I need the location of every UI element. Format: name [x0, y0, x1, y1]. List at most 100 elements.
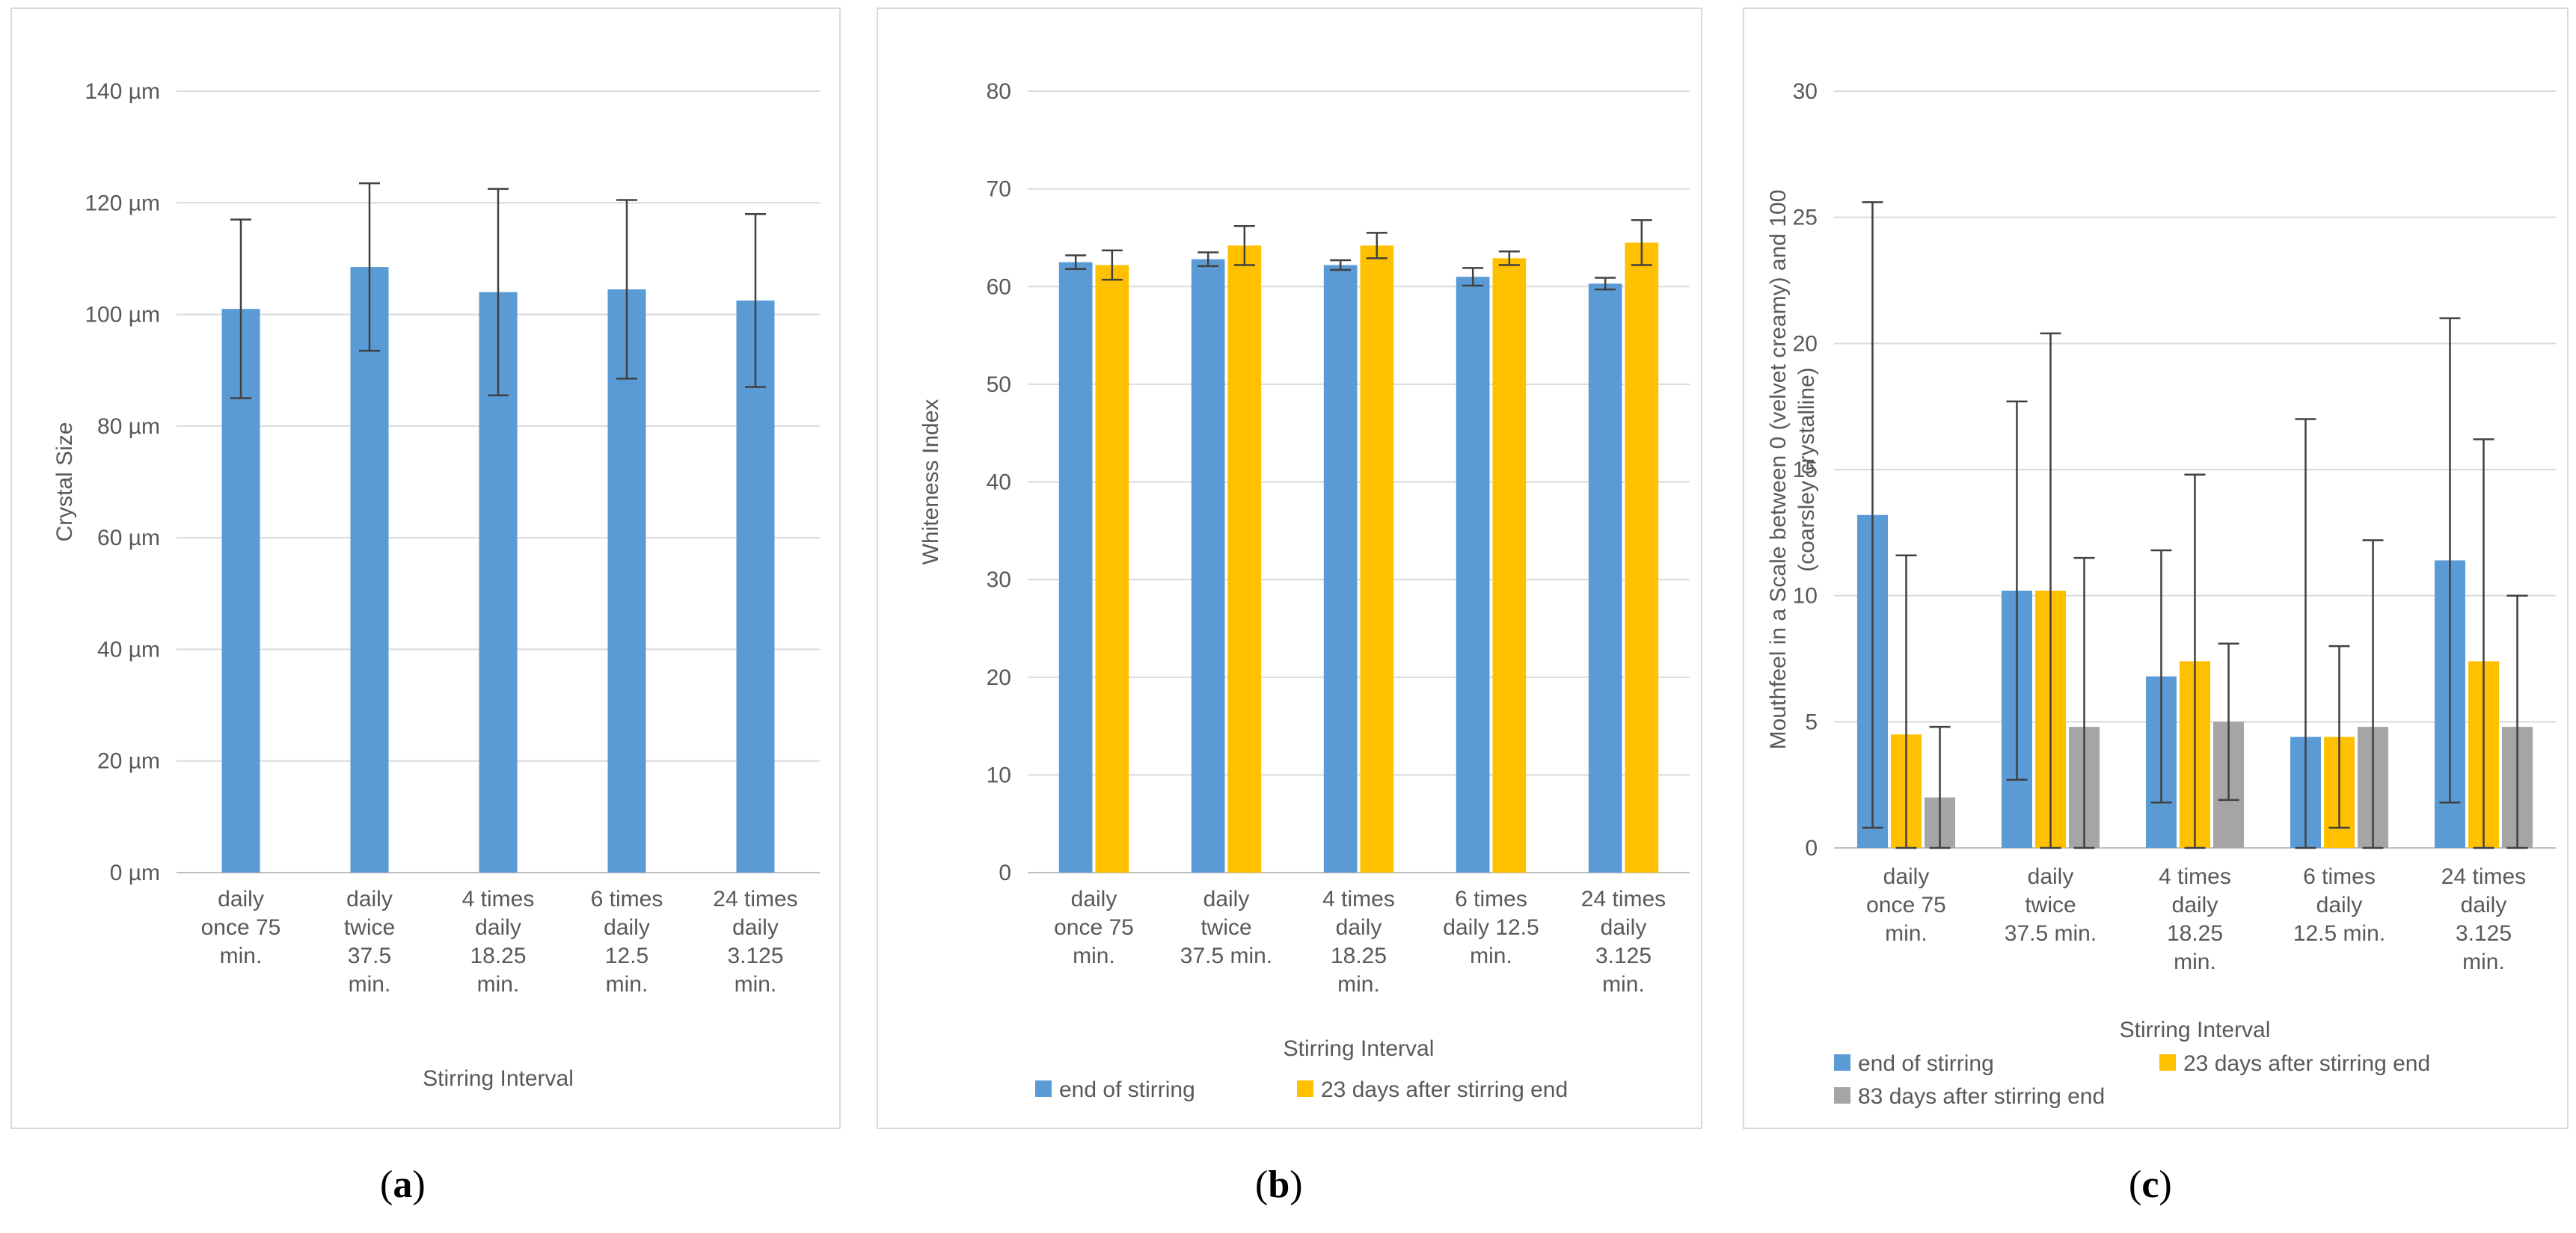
error-bar [1065, 254, 1087, 270]
error-bar [2218, 642, 2239, 802]
bar [1360, 245, 1394, 873]
x-axis-title: Stirring Interval [1284, 1036, 1435, 1061]
x-tick-label: 4 times daily 18.25 min. [2159, 864, 2231, 974]
legend-label: end of stirring [1059, 1077, 1195, 1102]
error-bar [2328, 645, 2350, 829]
error-bar [1233, 225, 1255, 266]
y-tick-label: 100 µm [85, 303, 160, 328]
y-tick-label: 60 [987, 274, 1011, 299]
y-tick-label: 10 [987, 763, 1011, 787]
x-tick-label: daily twice 37.5 min. [2005, 864, 2097, 946]
bar [1058, 262, 1093, 873]
y-axis-title: Whiteness Index [919, 399, 943, 565]
error-bar [488, 188, 509, 397]
error-bar [1498, 250, 1520, 266]
y-tick-label: 70 [987, 177, 1011, 202]
x-tick-label: daily once 75 min. [201, 887, 281, 968]
x-tick-label: 6 times daily 12.5 min. [2293, 864, 2385, 946]
x-tick-label: daily twice 37.5 min. [1180, 887, 1272, 968]
x-tick-label: 6 times daily 12.5 min. [591, 887, 663, 997]
bar [1492, 258, 1527, 873]
legend-swatch [2159, 1054, 2176, 1071]
error-bar [745, 212, 766, 388]
bar [1456, 277, 1490, 873]
panel-label-c: (c) [2129, 1163, 2172, 1206]
error-bar [2150, 549, 2172, 804]
legend-label: end of stirring [1858, 1051, 1994, 1076]
bar [1588, 283, 1622, 873]
y-axis-title: Mouthfeel in a Scale between 0 (velvet c… [1766, 190, 1819, 750]
x-axis-title: Stirring Interval [423, 1066, 574, 1091]
error-bar [1366, 232, 1387, 259]
panel-label-a: (a) [380, 1163, 426, 1206]
y-tick-label: 15 [1793, 458, 1818, 482]
x-tick-label: 24 times daily 3.125 min. [1581, 887, 1666, 997]
panel-b: 0 10 20 30 40 50 60 70 80 daily once 75 min. daily tw… [877, 7, 1702, 1129]
error-bar [2073, 556, 2095, 849]
y-axis-title: Crystal Size [52, 422, 77, 541]
error-bar [2362, 539, 2384, 849]
bar [350, 267, 389, 873]
error-bar [2295, 418, 2316, 849]
error-bar [1631, 219, 1652, 266]
y-tick-label: 60 µm [97, 526, 160, 550]
bar [736, 300, 775, 873]
y-tick-label: 120 µm [85, 191, 160, 215]
error-bar [1595, 277, 1616, 291]
x-tick-label: 4 times daily 18.25 min. [462, 887, 535, 997]
y-tick-label: 25 [1793, 206, 1818, 230]
legend-label: 23 days after stirring end [2183, 1051, 2430, 1076]
x-tick-label: 24 times daily 3.125 min. [713, 887, 797, 997]
error-bar [2040, 332, 2061, 849]
legend-swatch [1834, 1054, 1850, 1071]
error-bar [1462, 267, 1484, 287]
legend-swatch [1297, 1080, 1313, 1097]
panel-c: 0 5 10 15 20 25 30 daily once 75 min. daily twice 37… [1743, 7, 2569, 1129]
y-tick-label: 0 µm [110, 861, 160, 885]
chart-c: 0 5 10 15 20 25 30 daily once 75 min. daily twice 37… [1766, 79, 2556, 1109]
bar [1625, 242, 1659, 873]
legend-swatch [1834, 1087, 1850, 1104]
y-tick-label: 40 µm [97, 637, 160, 662]
error-bar [359, 182, 380, 352]
x-axis-title: Stirring Interval [2120, 1018, 2271, 1042]
panel-label-b: (b) [1255, 1163, 1303, 1206]
y-tick-label: 0 [1805, 836, 1818, 861]
legend: end of stirring 23 days after stirring en… [1035, 1077, 1568, 1102]
x-tick-label: 6 times daily 12.5 min. [1443, 887, 1539, 968]
error-bar [1330, 259, 1352, 271]
x-tick-label: 4 times daily 18.25 min. [1322, 887, 1395, 997]
y-tick-label: 30 [987, 568, 1011, 592]
chart-a: 0 µm 20 µm 40 µm 60 µm 80 µm 100 µm 120 µm 140 … [52, 79, 820, 1091]
x-tick-label: daily twice 37.5 min. [344, 887, 395, 997]
bar [1323, 265, 1358, 873]
legend-label: 23 days after stirring end [1321, 1077, 1568, 1102]
error-bar [2473, 438, 2494, 849]
y-tick-label: 20 µm [97, 749, 160, 774]
legend: end of stirring 23 days after stirring en… [1834, 1051, 2430, 1109]
error-bar [2006, 400, 2028, 781]
panel-a: 0 µm 20 µm 40 µm 60 µm 80 µm 100 µm 120 µm 140 … [10, 7, 841, 1129]
y-tick-label: 40 [987, 470, 1011, 495]
y-tick-label: 80 [987, 79, 1011, 104]
error-bar [616, 199, 637, 380]
y-tick-label: 0 [999, 861, 1011, 885]
error-bar [1929, 725, 1951, 849]
y-tick-label: 140 µm [85, 79, 160, 104]
x-tick-label: 24 times daily 3.125 min. [2441, 864, 2526, 974]
legend-label: 83 days after stirring end [1858, 1084, 2105, 1109]
y-tick-label: 10 [1793, 584, 1818, 609]
error-bar [1895, 554, 1917, 849]
y-tick-label: 20 [1793, 331, 1818, 356]
error-bar [1862, 201, 1883, 829]
chart-b: 0 10 20 30 40 50 60 70 80 daily once 75 min. daily tw… [919, 79, 1690, 1102]
legend-swatch [1035, 1080, 1052, 1097]
bar [1227, 245, 1262, 873]
bar [1191, 259, 1225, 873]
y-tick-label: 80 µm [97, 414, 160, 439]
x-tick-label: daily once 75 min. [1866, 864, 1946, 946]
y-tick-label: 50 [987, 372, 1011, 397]
y-tick-label: 20 [987, 665, 1011, 690]
error-bar [1197, 251, 1219, 268]
error-bar [2184, 473, 2206, 849]
